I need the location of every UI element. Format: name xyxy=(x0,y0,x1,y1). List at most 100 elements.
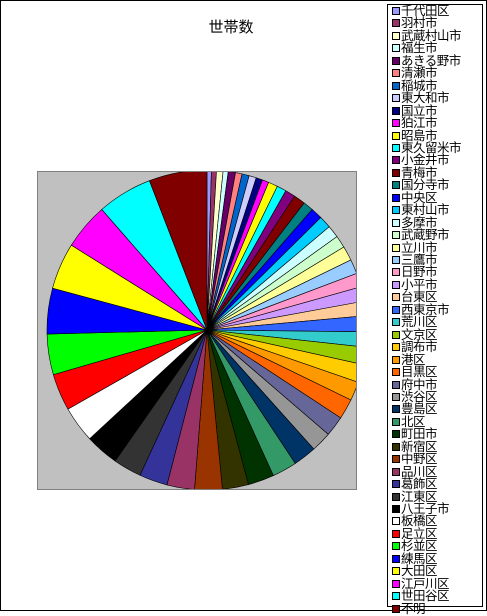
legend-label: 大田区 xyxy=(401,563,438,579)
legend-label: 清瀬市 xyxy=(401,65,438,81)
legend-label: 武蔵村山市 xyxy=(401,27,462,43)
legend-label: 板橋区 xyxy=(401,513,438,529)
legend-label: 武蔵野市 xyxy=(401,227,450,243)
legend-swatch xyxy=(392,243,400,252)
legend-label: 江戸川区 xyxy=(401,575,450,591)
legend-label: 国分寺市 xyxy=(401,177,450,193)
legend-label: 東久留米市 xyxy=(401,139,462,155)
legend-swatch xyxy=(392,119,400,128)
legend-label: 新宿区 xyxy=(401,438,438,454)
legend-label: 葛飾区 xyxy=(401,476,438,492)
legend-swatch xyxy=(392,318,400,327)
legend-swatch xyxy=(392,542,400,551)
legend-swatch xyxy=(392,467,400,476)
legend-label: 目黒区 xyxy=(401,364,438,380)
legend-swatch xyxy=(392,181,400,190)
pie-slice-22 xyxy=(206,287,356,331)
legend-swatch xyxy=(392,293,400,302)
pie-slice-24 xyxy=(206,316,356,333)
legend-swatch xyxy=(392,330,400,339)
chart-title: 世帯数 xyxy=(208,18,254,36)
legend-label: 福生市 xyxy=(401,40,438,56)
legend-label: 調布市 xyxy=(401,339,438,355)
legend-label: 杉並区 xyxy=(401,538,438,554)
legend-swatch xyxy=(392,156,400,165)
legend-label: 中央区 xyxy=(401,189,438,205)
legend-swatch xyxy=(392,168,400,177)
legend-label: 八王子市 xyxy=(401,501,450,516)
legend-label: 練馬区 xyxy=(401,550,438,566)
legend-label: 小金井市 xyxy=(401,152,450,168)
pie-slice-23 xyxy=(206,302,356,331)
legend-label: 文京区 xyxy=(401,326,438,342)
legend-swatch xyxy=(392,480,400,489)
legend-swatch xyxy=(392,143,400,152)
legend-label: 不明 xyxy=(401,600,426,616)
legend-swatch xyxy=(392,554,400,563)
legend-label: 稲城市 xyxy=(401,77,438,93)
legend-swatch xyxy=(392,417,400,426)
legend-swatch xyxy=(392,405,400,414)
legend-label: 府中市 xyxy=(401,376,438,392)
legend-swatch xyxy=(392,442,400,451)
legend-label: 北区 xyxy=(401,413,426,429)
legend-label: 足立区 xyxy=(401,525,438,541)
legend-label: 国立市 xyxy=(401,102,438,118)
legend-label: 品川区 xyxy=(401,463,438,479)
legend-swatch xyxy=(392,492,400,501)
legend-label: 世田谷区 xyxy=(401,588,450,604)
legend-swatch xyxy=(392,343,400,352)
legend-label: 西東京市 xyxy=(401,301,450,317)
legend-label: 立川市 xyxy=(401,239,438,255)
legend-swatch xyxy=(392,19,400,28)
legend-swatch xyxy=(392,392,400,401)
legend-swatch xyxy=(392,268,400,277)
pie-slice-36 xyxy=(194,329,223,489)
legend-label: 渋谷区 xyxy=(401,388,438,404)
legend-swatch xyxy=(392,368,400,377)
legend-swatch xyxy=(392,69,400,78)
plot-area xyxy=(37,171,357,490)
legend: 千代田区 羽村市 武蔵村山市 福生市 あきる野市 清瀬市 稲城市 東大和市 国立市 狛江市 昭島市東… xyxy=(387,3,483,614)
legend-label: 千代田区 xyxy=(401,3,450,18)
legend-swatch xyxy=(392,355,400,364)
legend-swatch xyxy=(392,7,400,15)
legend-swatch xyxy=(392,256,400,264)
legend-swatch xyxy=(392,31,400,40)
legend-label: 羽村市 xyxy=(401,15,438,31)
legend-swatch xyxy=(392,455,400,464)
legend-swatch xyxy=(392,517,400,526)
legend-swatch xyxy=(392,94,400,103)
legend-label: 町田市 xyxy=(401,426,438,442)
legend-swatch xyxy=(392,131,400,140)
legend-label: 東村山市 xyxy=(401,202,450,218)
legend-label: 日野市 xyxy=(401,264,438,280)
legend-swatch xyxy=(392,218,400,227)
legend-swatch xyxy=(392,305,400,314)
pie-slice-20 xyxy=(206,259,356,331)
legend-swatch xyxy=(392,380,400,389)
legend-swatch xyxy=(392,56,400,65)
legend-label: あきる野市 xyxy=(401,52,461,68)
pie-slice-0 xyxy=(206,172,212,331)
legend-swatch xyxy=(392,579,400,588)
legend-swatch xyxy=(392,81,400,90)
legend-swatch xyxy=(392,567,400,576)
legend-swatch xyxy=(392,193,400,202)
pie-slice-48 xyxy=(149,172,208,331)
legend-label: 港区 xyxy=(401,351,426,367)
legend-swatch xyxy=(392,604,400,613)
legend-swatch xyxy=(392,44,400,53)
legend-label: 東大和市 xyxy=(401,90,450,106)
legend-label: 青梅市 xyxy=(401,164,438,180)
legend-swatch xyxy=(392,231,400,240)
pie-slice-35 xyxy=(206,329,249,489)
legend-label: 荒川区 xyxy=(401,314,438,330)
legend-label: 江東区 xyxy=(401,488,438,504)
legend-label: 台東区 xyxy=(401,289,438,305)
pie-chart xyxy=(46,172,356,489)
legend-swatch xyxy=(392,505,400,513)
legend-swatch xyxy=(392,592,400,601)
pie-slice-21 xyxy=(206,273,356,331)
